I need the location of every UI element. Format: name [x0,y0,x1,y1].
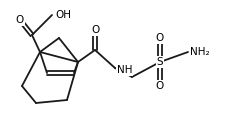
Text: OH: OH [55,10,71,20]
Text: O: O [156,33,164,43]
Text: O: O [91,25,99,35]
Text: NH₂: NH₂ [190,47,210,57]
Text: O: O [156,81,164,91]
Text: O: O [16,15,24,25]
Text: S: S [157,57,163,67]
Text: NH: NH [117,65,133,75]
